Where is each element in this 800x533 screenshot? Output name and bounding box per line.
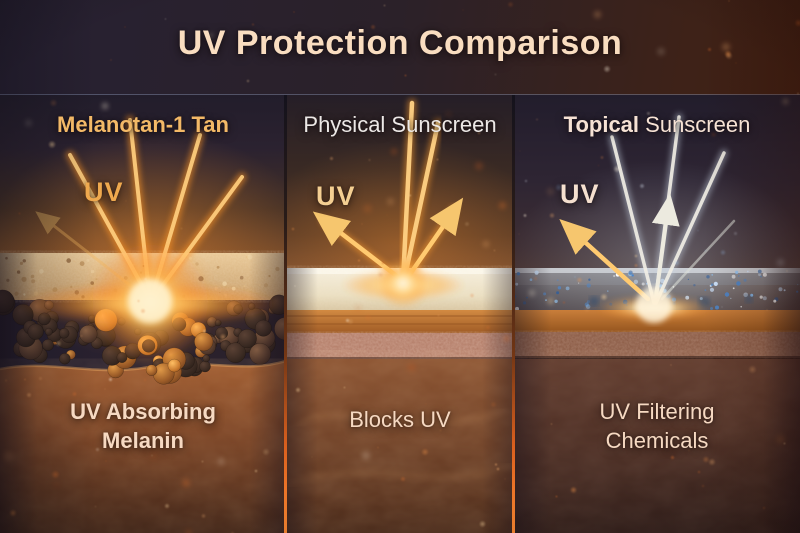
skin-cross-section-filtering	[514, 113, 800, 533]
panel-divider-1	[284, 95, 287, 533]
panel-divider-2	[512, 95, 515, 533]
skin-cross-section-absorption	[0, 115, 286, 533]
skin-cross-section-reflection	[286, 98, 514, 533]
panel-melanotan-tan	[0, 95, 286, 533]
panel-physical-sunscreen	[286, 95, 514, 533]
panels-top-border	[0, 94, 800, 95]
page-title: UV Protection Comparison	[177, 24, 623, 62]
panel-topical-sunscreen	[514, 95, 800, 533]
